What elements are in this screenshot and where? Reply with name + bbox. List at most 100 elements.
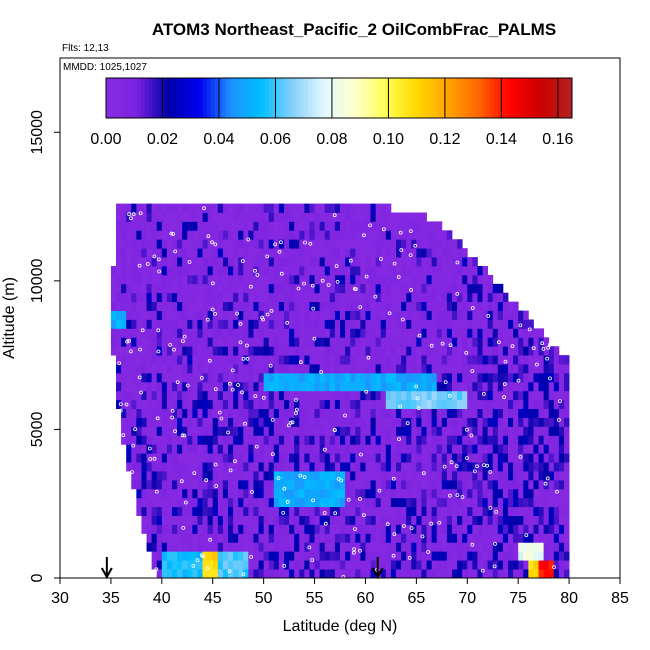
colorbar-segment [405,78,410,118]
heatmap-cell [426,239,433,249]
heatmap-cell [334,292,341,303]
heatmap-cell [329,560,336,570]
heatmap-cell [421,569,427,578]
sample-point [524,533,529,537]
heatmap-cell [161,524,168,534]
colorbar-segment [284,78,290,118]
heatmap-cell [497,283,504,294]
heatmap-cell [523,408,529,418]
heatmap-cell [202,283,209,294]
heatmap-cell [253,319,259,329]
heatmap-cell [177,248,183,258]
sample-point [448,343,453,348]
heatmap-cell [131,355,137,365]
heatmap-cell [543,462,550,472]
heatmap-cell [543,524,550,534]
heatmap-cell [528,328,534,338]
heatmap-cell [258,471,265,481]
sample-point [210,307,215,312]
heatmap-cell [258,399,265,410]
heatmap-cell [151,435,158,445]
heatmap-cell [334,319,341,329]
heatmap-cell [131,221,137,231]
heatmap-cell [243,212,249,222]
heatmap-cell [365,542,371,552]
heatmap-cell [146,408,153,418]
heatmap-cell [187,453,193,463]
heatmap-cell [314,390,321,401]
heatmap-cell [416,266,422,276]
heatmap-cell [502,408,509,418]
heatmap-cell [248,372,254,383]
sample-point [182,433,187,438]
heatmap-cell [141,301,147,311]
heatmap-cell [543,560,550,570]
heatmap-cell [421,221,427,231]
heatmap-cell [182,462,188,472]
heatmap-cell [375,221,382,231]
heatmap-cell [345,257,351,267]
heatmap-cell [411,506,417,516]
sample-point [261,395,266,400]
heatmap-cell [253,408,259,418]
heatmap-cell [273,355,280,365]
heatmap-cell [390,506,397,516]
heatmap-cell [151,203,158,213]
heatmap-cell [177,364,183,374]
heatmap-cell [172,266,178,276]
heatmap-cell [299,203,305,213]
heatmap-cell [161,212,168,222]
heatmap-cell [467,372,473,383]
heatmap-cell [548,426,555,436]
heatmap-cell [141,328,147,338]
heatmap-cell [396,381,402,392]
heatmap-cell [329,372,336,383]
heatmap-cell [238,266,244,276]
heatmap-cell [477,444,483,454]
heatmap-cell [345,310,351,320]
heatmap-cell [192,337,198,347]
heatmap-cell [472,399,478,410]
heatmap-cell [518,364,524,374]
heatmap-cell [126,381,132,392]
heatmap-cell [258,533,265,543]
heatmap-cell [253,542,259,552]
heatmap-cell [228,479,234,490]
heatmap-cell [248,355,254,365]
heatmap-cell [248,506,254,516]
heatmap-cell [365,488,371,499]
heatmap-cell [222,560,229,570]
heatmap-cell [385,506,392,516]
heatmap-cell [110,337,117,347]
heatmap-cell [518,399,524,410]
heatmap-cell [355,551,361,561]
heatmap-cell [436,364,443,374]
heatmap-cell [146,471,153,481]
heatmap-cell [192,488,198,499]
heatmap-cell [396,399,402,410]
heatmap-cell [334,453,341,463]
heatmap-cell [202,248,209,258]
heatmap-cell [121,390,127,401]
heatmap-cell [401,453,407,463]
heatmap-cell [299,399,305,410]
heatmap-cell [401,257,407,267]
heatmap-cell [177,462,183,472]
heatmap-cell [197,212,203,222]
heatmap-cell [365,292,371,303]
heatmap-cell [350,497,356,508]
heatmap-cell [192,248,198,258]
heatmap-cell [548,381,555,392]
heatmap-cell [177,328,183,338]
heatmap-cell [472,417,478,427]
heatmap-cell [426,390,433,401]
colorbar-segment [222,78,227,118]
heatmap-cell [431,551,438,561]
heatmap-cell [452,417,458,427]
heatmap-cell [141,515,147,525]
colorbar-segment [471,78,476,118]
heatmap-cell [380,435,387,445]
heatmap-cell [228,551,234,561]
heatmap-cell [248,533,254,543]
heatmap-cell [502,462,509,472]
